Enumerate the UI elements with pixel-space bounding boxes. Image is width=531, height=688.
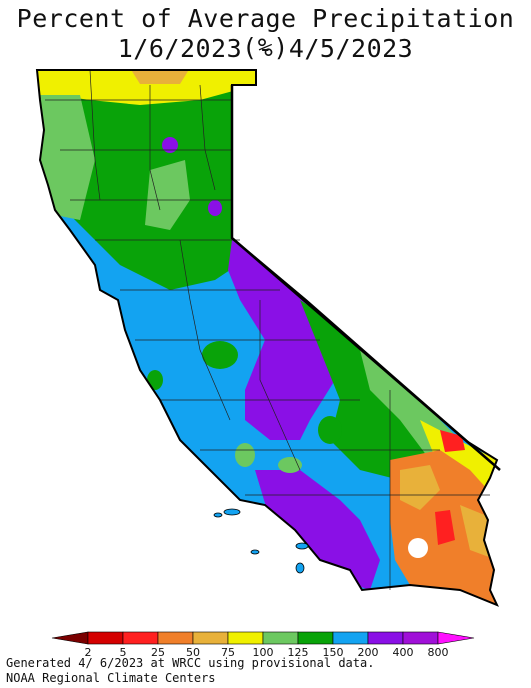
salton-sea — [408, 538, 428, 558]
legend-swatch — [297, 631, 334, 645]
legend-tick-label: 150 — [323, 646, 344, 659]
legend-swatch — [262, 631, 299, 645]
legend-tick-label: 25 — [151, 646, 165, 659]
legend-swatch — [192, 631, 229, 645]
state-boundary-line — [230, 85, 501, 471]
channel-island — [295, 562, 305, 574]
county-boundaries — [45, 69, 490, 590]
legend-color-bar: 2 5 25 50 75 100 125 150 200 400 800 — [51, 631, 475, 659]
precip-region-100-125-kern — [278, 457, 302, 473]
map-title: Percent of Average Precipitation (%) — [16, 4, 515, 62]
channel-island — [295, 542, 309, 550]
precip-region-125-150-bigsur — [147, 370, 163, 390]
legend-swatch — [122, 631, 159, 645]
legend-swatch — [332, 631, 369, 645]
legend-tick-label: 50 — [186, 646, 200, 659]
precip-region-125-150-diablo — [202, 341, 238, 369]
precip-region-50-75-north — [130, 70, 190, 84]
precip-region-200-400-spot — [208, 200, 222, 216]
legend-swatch — [87, 631, 124, 645]
precip-region-125-150-tehachapi — [318, 416, 342, 444]
channel-island — [250, 549, 260, 555]
legend-swatch — [157, 631, 194, 645]
precip-region-100-125-sac — [145, 160, 190, 230]
legend-swatch — [51, 631, 89, 645]
precip-region-75-100-tahoe — [240, 160, 256, 240]
precip-region-5-25-salton — [435, 510, 455, 545]
legend-tick-label: 5 — [120, 646, 127, 659]
channel-island — [213, 512, 223, 518]
legend-tick-label: 125 — [288, 646, 309, 659]
legend-tick-label: 2 — [85, 646, 92, 659]
legend-tick-label: 800 — [428, 646, 449, 659]
legend-swatch — [367, 631, 404, 645]
generated-note: Generated 4/ 6/2023 at WRCC using provis… — [6, 656, 375, 670]
legend-tick-label: 200 — [358, 646, 379, 659]
legend-tick-label: 75 — [221, 646, 235, 659]
precip-region-100-125-coastal — [235, 443, 255, 467]
precip-region-200-400-shasta — [162, 137, 178, 153]
channel-island — [223, 508, 241, 516]
legend-tick-label: 100 — [253, 646, 274, 659]
legend-swatch — [402, 631, 439, 645]
precip-region-200-400-south — [255, 470, 380, 590]
legend-tick-label: 400 — [393, 646, 414, 659]
source-note: NOAA Regional Climate Centers — [6, 671, 216, 685]
precip-region-50-75-desert — [400, 465, 440, 510]
legend-swatch — [227, 631, 264, 645]
legend-swatch — [437, 631, 475, 645]
date-range: 1/6/2023 - 4/5/2023 — [117, 34, 414, 63]
